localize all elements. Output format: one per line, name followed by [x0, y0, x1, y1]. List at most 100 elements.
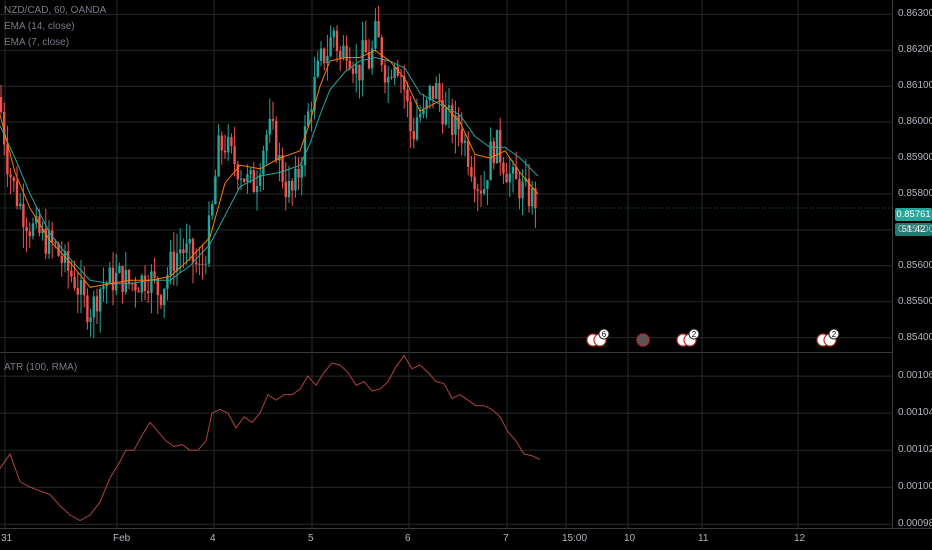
candle-up [294, 168, 297, 191]
candle-up [47, 230, 51, 254]
candle-down [518, 179, 521, 199]
candle-down [335, 30, 339, 52]
candle-up [508, 173, 511, 183]
y-tick-label: 0.86100 [898, 80, 932, 92]
candle-up [207, 215, 211, 264]
candle-down [121, 266, 124, 292]
last-price-tag: 0.85761 [895, 208, 932, 221]
candle-down [233, 146, 236, 165]
candle-down [86, 295, 89, 322]
candle-down [409, 101, 412, 132]
candle-up [489, 141, 492, 181]
candle-down [28, 231, 31, 236]
candle-down [457, 115, 460, 130]
candle-up [342, 45, 345, 59]
ema7-line [0, 49, 539, 288]
candle-up [169, 251, 172, 276]
candle-down [243, 178, 246, 182]
candle-up [92, 296, 95, 318]
candle-up [105, 283, 108, 287]
candle-up [115, 272, 118, 291]
candle-up [511, 166, 515, 174]
candle-up [419, 114, 422, 118]
candle-down [127, 270, 131, 284]
candle-up [447, 105, 451, 109]
candle-down [383, 64, 387, 83]
candle-down [527, 178, 531, 207]
candle-up [486, 180, 489, 190]
candle-up [217, 135, 220, 177]
candle-down [339, 51, 342, 59]
candle-down [12, 177, 15, 181]
y-tick-label: 0.86200 [898, 44, 932, 56]
candle-down [6, 144, 9, 175]
candle-down [399, 75, 403, 77]
event-count-text: 2 [832, 330, 837, 339]
candle-up [355, 64, 358, 74]
candle-up [326, 55, 329, 64]
candle-up [319, 48, 323, 61]
candle-down [143, 275, 147, 292]
candle-down [252, 170, 255, 193]
candle-down [476, 189, 479, 191]
candle-up [179, 249, 182, 254]
candle-down [345, 45, 348, 61]
candle-up [531, 188, 534, 207]
candle-up [495, 129, 499, 164]
candle-up [211, 204, 214, 216]
event-count-badge [828, 328, 840, 340]
symbol-legend[interactable]: NZD/CAD, 60, OANDA [4, 5, 107, 16]
y-tick-label: 0.85800 [898, 187, 932, 199]
candle-up [246, 174, 249, 182]
candle-down [479, 190, 483, 194]
candle-up [422, 108, 425, 115]
candle-down [473, 176, 476, 190]
candle-down [3, 112, 6, 145]
atr-y-tick-label: 0.00106 [898, 370, 932, 382]
candle-up [89, 317, 92, 322]
candle-down [153, 271, 156, 278]
candle-up [287, 180, 291, 198]
candle-up [204, 263, 207, 265]
candle-up [31, 223, 35, 236]
y-tick-label: 0.85500 [898, 295, 932, 307]
candle-down [515, 166, 518, 180]
candle-down [291, 180, 294, 191]
candle-up [255, 185, 259, 193]
candle-up [435, 83, 438, 99]
candle-down [367, 52, 371, 69]
candle-down [137, 290, 140, 293]
candle-up [313, 76, 316, 110]
candle-up [415, 117, 419, 140]
event-single-marker [636, 333, 650, 347]
candle-down [156, 277, 159, 296]
candle-down [377, 21, 380, 38]
x-tick-label: 11 [698, 533, 709, 544]
candle-up [214, 176, 217, 205]
event-count-text: 6 [602, 330, 607, 339]
y-tick-label: 0.85700 [898, 223, 932, 235]
candle-down [220, 135, 223, 151]
candle-down [297, 168, 300, 178]
candle-up [108, 267, 111, 284]
candle-up [118, 266, 121, 273]
candle-down [412, 131, 415, 140]
candle-up [332, 30, 335, 38]
candle-up [175, 253, 179, 272]
ema7-legend[interactable]: EMA (7, close) [4, 37, 70, 48]
candle-up [444, 108, 447, 125]
candle-down [271, 118, 275, 121]
candle-up [428, 85, 431, 101]
candle-down [460, 129, 463, 143]
candle-up [227, 137, 230, 153]
candle-down [172, 251, 175, 272]
candle-up [265, 134, 268, 151]
candle-up [166, 275, 169, 289]
atr-legend[interactable]: ATR (100, RMA) [4, 362, 78, 373]
candle-up [249, 170, 252, 175]
candle-down [25, 227, 28, 232]
ema14-legend[interactable]: EMA (14, close) [4, 21, 75, 32]
y-tick-label: 0.85400 [898, 331, 932, 343]
candle-down [44, 228, 47, 254]
